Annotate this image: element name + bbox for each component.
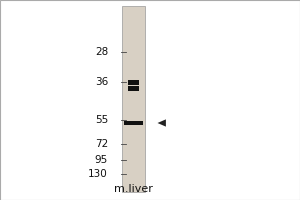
Bar (128, 86, 139, 91)
Text: 28: 28 (95, 47, 108, 57)
Text: 130: 130 (88, 169, 108, 179)
Text: 55: 55 (95, 115, 108, 125)
Text: m.liver: m.liver (114, 184, 153, 194)
Bar (122, 6, 145, 192)
Bar (124, 121, 143, 125)
Polygon shape (158, 119, 166, 127)
Text: 95: 95 (95, 155, 108, 165)
Bar (128, 79, 139, 84)
Text: 36: 36 (95, 77, 108, 87)
Text: 72: 72 (95, 139, 108, 149)
